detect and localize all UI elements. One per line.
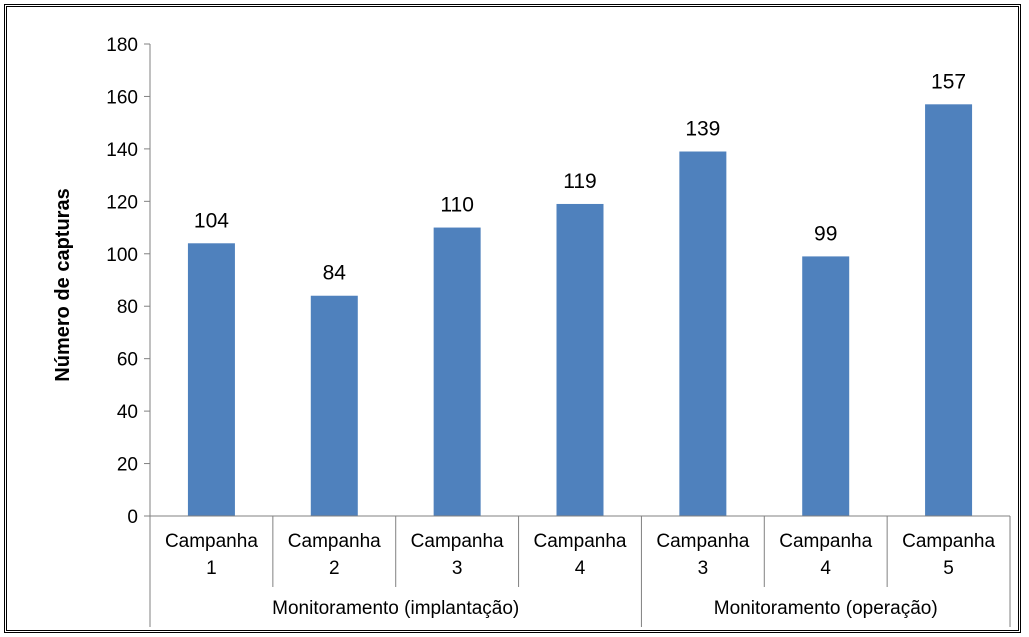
y-tick-label: 160: [106, 87, 138, 108]
y-tick-label: 20: [117, 455, 138, 476]
group-label: Monitoramento (implantação): [272, 598, 519, 619]
category-label-line1: Campanha: [411, 531, 504, 552]
category-label-line2: 4: [820, 558, 831, 579]
category-label-line2: 1: [206, 558, 217, 579]
category-label-line2: 3: [698, 558, 709, 579]
category-label-line1: Campanha: [534, 531, 627, 552]
category-label-line1: Campanha: [165, 531, 258, 552]
bar: [310, 295, 358, 516]
category-label-line2: 5: [943, 558, 954, 579]
y-axis: 0 20 40 60 80 100 120 140 160 180: [106, 35, 151, 528]
data-label: 139: [685, 118, 720, 141]
data-label: 110: [440, 194, 473, 217]
y-tick-label: 180: [106, 35, 138, 56]
x-axis: Campanha 1 Campanha 2 Campanha 3 Campanha 4 Camp…: [149, 515, 1011, 627]
category-label-line2: 2: [329, 558, 340, 579]
y-tick-label: 140: [106, 140, 138, 161]
category-label-line2: 3: [452, 558, 463, 579]
bars: [187, 104, 973, 517]
data-label: 157: [931, 70, 966, 93]
category-label-line1: Campanha: [288, 531, 381, 552]
chart-frame: 0 20 40 60 80 100 120 140 160 180 104 84 110 119 139 9…: [4, 4, 1021, 633]
category-label-line2: 4: [575, 558, 586, 579]
bar: [556, 203, 604, 516]
y-tick-label: 120: [106, 192, 138, 213]
data-labels: 104 84 110 119 139 99 157: [194, 70, 966, 284]
y-tick-label: 80: [117, 297, 138, 318]
y-tick-label: 60: [117, 350, 138, 371]
category-label-line1: Campanha: [902, 531, 995, 552]
data-label: 84: [323, 262, 347, 285]
y-tick-label: 100: [106, 245, 138, 266]
data-label: 119: [563, 170, 596, 193]
bar: [802, 256, 850, 516]
category-label-line1: Campanha: [779, 531, 872, 552]
y-axis-title: Número de capturas: [52, 188, 74, 381]
bar: [679, 151, 727, 516]
data-label: 99: [814, 222, 837, 245]
data-label: 104: [194, 209, 229, 232]
y-tick-label: 40: [117, 402, 138, 423]
bar: [925, 104, 973, 517]
category-label-line1: Campanha: [656, 531, 749, 552]
y-tick-label: 0: [127, 507, 138, 528]
bar: [187, 243, 235, 517]
group-label: Monitoramento (operação): [714, 598, 938, 619]
bar: [433, 227, 481, 517]
